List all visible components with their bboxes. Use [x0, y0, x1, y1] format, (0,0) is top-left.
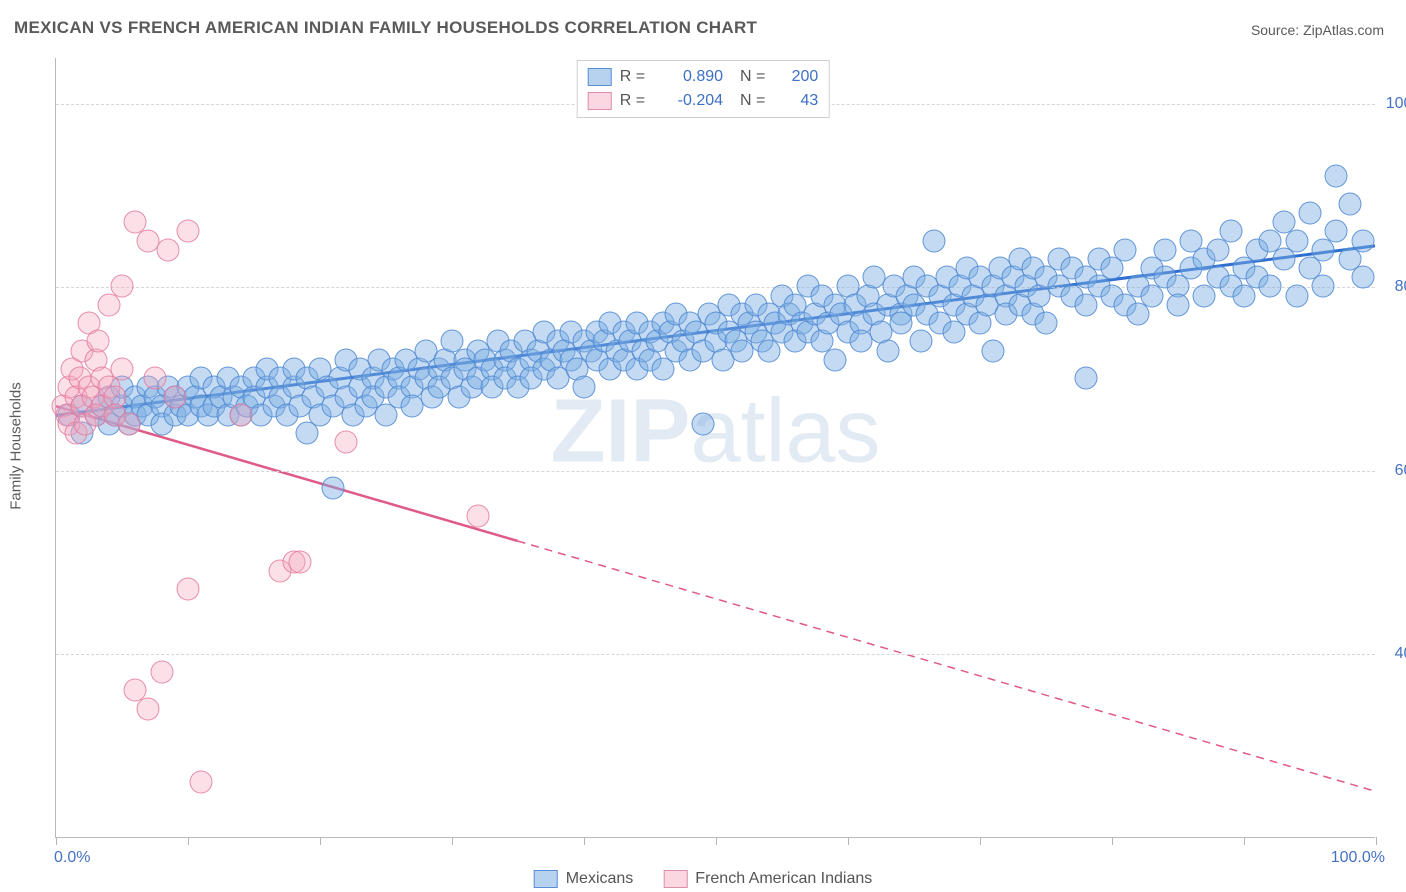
- stats-row: R = 0.890 N = 200: [588, 65, 819, 89]
- legend-swatch: [588, 68, 612, 86]
- french-ai-point: [144, 367, 167, 390]
- r-value: 0.890: [653, 65, 723, 89]
- legend-label: Mexicans: [566, 870, 634, 888]
- r-value: -0.204: [653, 89, 723, 113]
- x-tick: [452, 837, 453, 845]
- mexican-point: [1351, 266, 1374, 289]
- r-label: R =: [620, 65, 645, 89]
- y-tick-label: 80.0%: [1380, 278, 1406, 296]
- x-tick: [1244, 837, 1245, 845]
- legend-item: Mexicans: [534, 870, 634, 888]
- y-axis-label: Family Households: [8, 382, 25, 510]
- n-value: 200: [773, 65, 818, 89]
- french-ai-point: [177, 578, 200, 601]
- mexican-point: [1312, 275, 1335, 298]
- french-ai-point: [117, 413, 140, 436]
- regression-line-dashed: [518, 541, 1375, 791]
- french-ai-point: [335, 431, 358, 454]
- french-ai-point: [157, 238, 180, 261]
- x-tick: [848, 837, 849, 845]
- series-legend: Mexicans French American Indians: [534, 870, 873, 888]
- mexican-point: [922, 229, 945, 252]
- french-ai-point: [229, 403, 252, 426]
- mexican-point: [1285, 284, 1308, 307]
- chart-title: MEXICAN VS FRENCH AMERICAN INDIAN FAMILY…: [14, 18, 757, 38]
- y-tick-label: 100.0%: [1380, 95, 1406, 113]
- r-label: R =: [620, 89, 645, 113]
- french-ai-point: [289, 550, 312, 573]
- x-tick: [1376, 837, 1377, 845]
- legend-swatch: [534, 870, 558, 888]
- legend-label: French American Indians: [695, 870, 872, 888]
- mexican-point: [1285, 229, 1308, 252]
- mexican-point: [1153, 238, 1176, 261]
- mexican-point: [876, 339, 899, 362]
- x-tick: [716, 837, 717, 845]
- x-tick: [320, 837, 321, 845]
- x-tick: [1112, 837, 1113, 845]
- french-ai-point: [190, 770, 213, 793]
- mexican-point: [909, 330, 932, 353]
- french-ai-point: [111, 358, 134, 381]
- source-attribution: Source: ZipAtlas.com: [1251, 22, 1384, 38]
- watermark-rest: atlas: [690, 381, 880, 481]
- legend-swatch: [663, 870, 687, 888]
- french-ai-point: [163, 385, 186, 408]
- legend-item: French American Indians: [663, 870, 872, 888]
- french-ai-point: [177, 220, 200, 243]
- x-tick: [56, 837, 57, 845]
- x-min-label: 0.0%: [54, 849, 90, 867]
- mexican-point: [1259, 275, 1282, 298]
- gridline: [56, 471, 1375, 472]
- x-tick: [584, 837, 585, 845]
- mexican-point: [1299, 202, 1322, 225]
- mexican-point: [1325, 220, 1348, 243]
- n-label: N =: [731, 89, 765, 113]
- gridline: [56, 654, 1375, 655]
- mexican-point: [691, 413, 714, 436]
- stats-row: R = -0.204 N = 43: [588, 89, 819, 113]
- mexican-point: [823, 348, 846, 371]
- y-tick-label: 40.0%: [1380, 645, 1406, 663]
- legend-swatch: [588, 92, 612, 110]
- mexican-point: [1219, 220, 1242, 243]
- stats-legend: R = 0.890 N = 200 R = -0.204 N = 43: [577, 60, 830, 118]
- x-tick: [980, 837, 981, 845]
- source-link[interactable]: ZipAtlas.com: [1303, 22, 1384, 38]
- mexican-point: [982, 339, 1005, 362]
- x-tick: [188, 837, 189, 845]
- source-prefix: Source:: [1251, 22, 1303, 38]
- regression-lines-layer: [56, 58, 1375, 837]
- french-ai-point: [150, 660, 173, 683]
- watermark-bold: ZIP: [550, 381, 690, 481]
- mexican-point: [1074, 367, 1097, 390]
- mexican-point: [1338, 192, 1361, 215]
- french-ai-point: [87, 330, 110, 353]
- mexican-point: [1167, 293, 1190, 316]
- mexican-point: [1325, 165, 1348, 188]
- y-tick-label: 60.0%: [1380, 462, 1406, 480]
- french-ai-point: [137, 697, 160, 720]
- x-max-label: 100.0%: [1331, 849, 1385, 867]
- french-ai-point: [467, 504, 490, 527]
- mexican-point: [1035, 312, 1058, 335]
- mexican-point: [1114, 238, 1137, 261]
- mexican-point: [322, 477, 345, 500]
- watermark: ZIPatlas: [550, 380, 880, 483]
- french-ai-point: [111, 275, 134, 298]
- mexican-point: [1351, 229, 1374, 252]
- n-value: 43: [773, 89, 818, 113]
- n-label: N =: [731, 65, 765, 89]
- mexican-point: [573, 376, 596, 399]
- plot-area: ZIPatlas 40.0%60.0%80.0%100.0%0.0%100.0%: [55, 58, 1375, 838]
